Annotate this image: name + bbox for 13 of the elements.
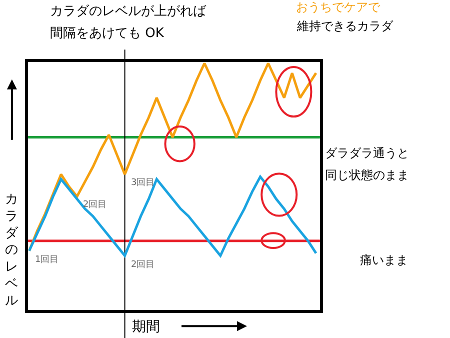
text: 痛いまま <box>360 253 408 267</box>
text: カラダのレベルが上がれば <box>50 4 207 19</box>
annotation: 2回目 <box>83 200 107 210</box>
text: おうちでケアで <box>296 0 381 14</box>
text: ダラダラ通うと <box>325 146 409 160</box>
annotation: 3回目 <box>131 178 155 188</box>
text: 同じ状態のまま <box>325 168 409 182</box>
annotation: 1回目 <box>35 255 59 265</box>
text: 間隔をあけても OK <box>50 26 164 41</box>
y-axis-title: カラダのレベル <box>5 192 19 308</box>
text: 維持できるカラダ <box>296 19 394 33</box>
annotation: 2回目 <box>131 260 155 270</box>
x-axis-title: 期間 <box>132 319 160 335</box>
